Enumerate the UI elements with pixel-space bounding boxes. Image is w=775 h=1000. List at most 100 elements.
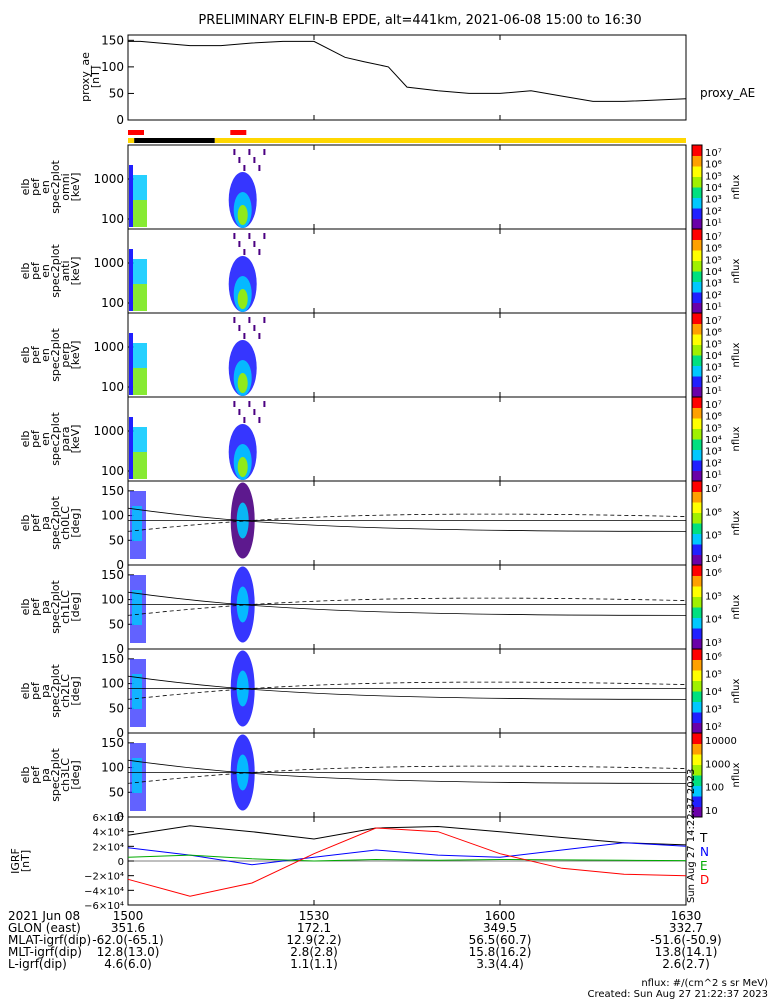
- flux-speckle: [233, 149, 236, 155]
- flux-burst-left-core: [129, 284, 147, 311]
- y-tick-label: 1000: [93, 256, 124, 270]
- colorbar-tick-label: 10¹: [705, 470, 722, 481]
- y-axis-label-line: spec2plot: [49, 580, 62, 634]
- footer-row-value: 2.6(2.7): [662, 957, 710, 971]
- footer-row-value: -51.6(-50.9): [650, 933, 721, 947]
- flux-speckle: [253, 409, 256, 415]
- y-axis-label-line: elb: [19, 515, 32, 532]
- flux-speckle: [243, 417, 246, 423]
- colorbar-tick-label: 10⁶: [705, 507, 722, 518]
- colorbar-swatch: [692, 313, 702, 324]
- footer-row-value: 1.1(1.1): [290, 957, 338, 971]
- colorbar-swatch: [692, 460, 702, 471]
- colorbar-tick-label: 10⁵: [705, 670, 722, 681]
- y-tick-label: 100: [101, 464, 124, 478]
- colorbar-tick-label: 10³: [705, 195, 722, 206]
- anti-loss-cone-line: [127, 765, 687, 784]
- colorbar-swatch: [692, 470, 702, 482]
- flux-burst-mid-peak: [237, 205, 248, 225]
- colorbar-swatch: [692, 785, 702, 797]
- colorbar-swatch: [692, 691, 702, 702]
- igrf-line-T: [127, 825, 687, 846]
- y-axis-label-line: ch0LC: [59, 506, 72, 540]
- flux-burst-left-core: [129, 200, 147, 227]
- colorbar-swatch: [692, 491, 702, 503]
- colorbar-swatch: [692, 292, 702, 303]
- y-tick-label: 100: [101, 593, 124, 607]
- y-axis-label-line: pef: [29, 765, 42, 784]
- colorbar-swatch: [692, 554, 702, 566]
- status-bar-segment: [214, 138, 687, 143]
- colorbar-label-text: nflux: [731, 678, 742, 703]
- colorbar-tick-label: 10⁵: [705, 255, 722, 266]
- colorbar-tick-label: 10³: [705, 705, 722, 716]
- y-axis-label-line: [deg]: [69, 508, 82, 537]
- y-tick-label: 100: [101, 761, 124, 775]
- y-axis-label-line: [nT]: [19, 850, 32, 872]
- colorbar-swatch: [692, 596, 702, 608]
- colorbar-swatch: [692, 722, 702, 734]
- colorbar-label-text: nflux: [731, 510, 742, 535]
- colorbar-swatch: [692, 638, 702, 650]
- colorbar-swatch: [692, 250, 702, 261]
- energy-panel-frame: [127, 228, 687, 314]
- y-axis-label-line: elb: [19, 599, 32, 616]
- colorbar-swatch: [692, 764, 702, 776]
- flux-burst-left-edge: [129, 333, 133, 395]
- y-axis-label-line: spec2plot: [49, 244, 62, 298]
- y-tick-label: 50: [109, 533, 124, 547]
- footer-row-value: 12.8(13.0): [97, 945, 160, 959]
- colorbar-tick-label: 10⁵: [705, 339, 722, 350]
- panels: 150100500proxy_ae[nT]proxy_AE10⁷10⁶10⁵10…: [9, 33, 755, 912]
- loss-cone-line: [127, 507, 687, 532]
- flux-speckle: [258, 417, 261, 423]
- colorbar-swatch: [692, 376, 702, 387]
- colorbar-tick-label: 10⁶: [705, 652, 722, 663]
- colorbar-tick-label: 10⁶: [705, 244, 722, 255]
- flux-speckle: [248, 317, 251, 323]
- colorbar-tick-label: 10²: [705, 374, 722, 385]
- colorbar-swatch: [692, 617, 702, 629]
- y-axis-label-line: anti: [59, 260, 72, 281]
- footer-row-value: 332.7: [669, 921, 703, 935]
- flux-speckle: [263, 233, 266, 239]
- colorbar-tick-label: 10⁷: [705, 148, 722, 159]
- y-axis-label-line: [keV]: [69, 341, 82, 370]
- flux-speckle: [238, 241, 241, 247]
- y-axis-label-line: pef: [29, 429, 42, 448]
- y-axis-label-line: proxy_ae: [79, 52, 92, 102]
- y-tick-label: 6×10⁴: [93, 813, 124, 824]
- igrf-legend-N: N: [700, 845, 709, 859]
- footer-row-value: 15.8(16.2): [469, 945, 532, 959]
- units-note: nflux: #/(cm^2 s sr MeV): [641, 978, 768, 989]
- y-tick-label: −2×10⁴: [84, 872, 124, 883]
- proxy-ae-line: [128, 40, 687, 102]
- colorbar-swatch: [692, 533, 702, 545]
- colorbar-label: nflux: [731, 174, 742, 199]
- colorbar-swatch: [692, 523, 702, 534]
- colorbar-frame: [691, 732, 703, 818]
- colorbar-label: nflux: [731, 426, 742, 451]
- colorbar-swatch: [692, 607, 702, 618]
- y-axis-label-line: elb: [19, 683, 32, 700]
- flux-speckle: [233, 233, 236, 239]
- pitch-panel-frame: [127, 480, 687, 566]
- footer-row-value: 4.6(6.0): [104, 957, 152, 971]
- flux-speckle: [233, 317, 236, 323]
- y-axis-label-line: spec2plot: [49, 748, 62, 802]
- flux-speckle: [253, 241, 256, 247]
- y-axis-label-line: perp: [59, 342, 72, 367]
- colorbar-tick-label: 10²: [705, 290, 722, 301]
- loss-cone-line: [127, 591, 687, 616]
- y-axis-label-line: pa: [39, 600, 52, 614]
- colorbar-swatch: [692, 628, 702, 639]
- y-tick-label: 0: [116, 726, 124, 740]
- colorbar-tick-label: 1000: [705, 759, 730, 770]
- colorbar-label: nflux: [731, 594, 742, 619]
- igrf-legend-T: T: [699, 831, 708, 845]
- flux-speckle: [243, 333, 246, 339]
- y-axis-label-line: elb: [19, 431, 32, 448]
- footer-row-value: 12.9(2.2): [286, 933, 341, 947]
